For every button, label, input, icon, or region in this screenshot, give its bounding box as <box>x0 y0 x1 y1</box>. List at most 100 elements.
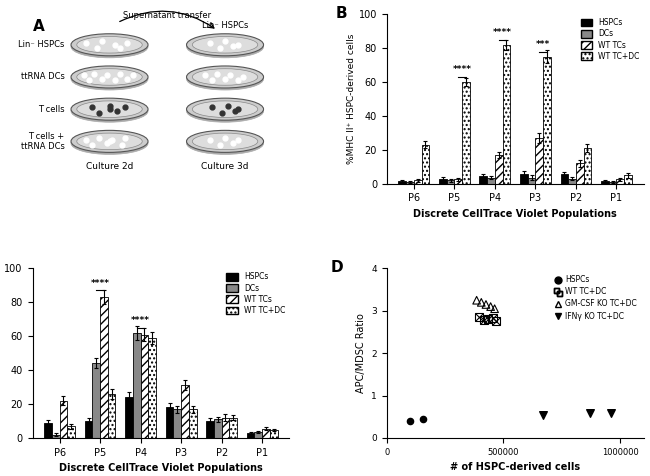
Bar <box>166 407 174 438</box>
Ellipse shape <box>192 101 258 118</box>
Text: Culture 2d: Culture 2d <box>86 162 133 171</box>
Text: ***: *** <box>536 40 550 49</box>
Ellipse shape <box>71 98 148 120</box>
Text: Supernatant transfer: Supernatant transfer <box>124 11 211 20</box>
Bar <box>488 178 495 184</box>
Legend: HSPCs, WT TC+DC, GM-CSF KO TC+DC, IFNγ KO TC+DC: HSPCs, WT TC+DC, GM-CSF KO TC+DC, IFNγ K… <box>551 272 640 324</box>
Ellipse shape <box>71 130 148 152</box>
Bar <box>422 145 429 184</box>
Text: Culture 3d: Culture 3d <box>202 162 249 171</box>
Bar <box>462 82 470 184</box>
Point <box>405 417 415 425</box>
Ellipse shape <box>192 69 258 85</box>
Bar <box>502 45 510 184</box>
Bar <box>262 428 270 438</box>
Legend: HSPCs, DCs, WT TCs, WT TC+DC: HSPCs, DCs, WT TCs, WT TC+DC <box>580 18 640 61</box>
Bar <box>60 401 67 438</box>
Text: ****: **** <box>493 28 512 37</box>
Bar <box>214 419 222 438</box>
Text: T cells: T cells <box>38 105 64 114</box>
X-axis label: Discrete CellTrace Violet Populations: Discrete CellTrace Violet Populations <box>59 463 263 473</box>
Point <box>606 409 616 416</box>
Point <box>418 415 428 423</box>
Bar <box>601 181 609 184</box>
Bar <box>414 180 422 184</box>
Bar <box>609 182 616 184</box>
Bar <box>67 426 75 438</box>
Y-axis label: %MHC II⁺ HSPC-derived cells: %MHC II⁺ HSPC-derived cells <box>347 34 356 164</box>
Ellipse shape <box>71 132 148 154</box>
Ellipse shape <box>71 68 148 90</box>
Bar <box>100 298 108 438</box>
Ellipse shape <box>77 133 142 149</box>
Text: Lin⁻ HSPCs: Lin⁻ HSPCs <box>202 20 248 30</box>
Bar <box>398 181 406 184</box>
Point <box>489 305 500 313</box>
Bar <box>528 178 536 184</box>
Ellipse shape <box>77 101 142 118</box>
Bar <box>140 335 148 438</box>
Point <box>538 411 549 418</box>
Bar <box>92 363 100 438</box>
X-axis label: Discrete CellTrace Violet Populations: Discrete CellTrace Violet Populations <box>413 209 617 219</box>
Ellipse shape <box>187 34 263 56</box>
Y-axis label: %CD11b⁺Ly-6G/6C⁺
HSPC-derived cells: %CD11b⁺Ly-6G/6C⁺ HSPC-derived cells <box>0 309 2 397</box>
Ellipse shape <box>192 37 258 53</box>
Bar <box>568 178 576 184</box>
Bar <box>536 138 543 184</box>
Bar <box>52 435 60 438</box>
Bar <box>206 421 214 438</box>
Ellipse shape <box>71 36 148 58</box>
X-axis label: # of HSPC-derived cells: # of HSPC-derived cells <box>450 462 580 472</box>
Bar <box>439 178 447 184</box>
Bar <box>616 179 624 184</box>
Ellipse shape <box>187 100 263 122</box>
Bar <box>125 397 133 438</box>
Text: ttRNA DCs: ttRNA DCs <box>21 72 64 81</box>
Legend: HSPCs, DCs, WT TCs, WT TC+DC: HSPCs, DCs, WT TCs, WT TC+DC <box>226 272 285 315</box>
Ellipse shape <box>187 130 263 152</box>
Bar <box>181 386 188 438</box>
Point <box>584 409 595 417</box>
Bar <box>108 394 116 438</box>
Ellipse shape <box>71 66 148 88</box>
Bar <box>229 417 237 438</box>
Text: D: D <box>330 260 343 275</box>
Ellipse shape <box>187 66 263 88</box>
Ellipse shape <box>192 133 258 149</box>
Bar <box>454 179 462 184</box>
Ellipse shape <box>187 132 263 154</box>
Text: T cells +
ttRNA DCs: T cells + ttRNA DCs <box>21 132 64 151</box>
Bar <box>447 180 454 184</box>
Y-axis label: APC/MDSC Ratio: APC/MDSC Ratio <box>356 313 366 393</box>
Ellipse shape <box>77 37 142 53</box>
Ellipse shape <box>71 100 148 122</box>
Ellipse shape <box>187 36 263 58</box>
Point <box>476 298 486 306</box>
Point <box>481 301 491 308</box>
Bar <box>188 409 196 438</box>
Ellipse shape <box>77 69 142 85</box>
Ellipse shape <box>187 98 263 120</box>
Bar <box>270 430 278 438</box>
Bar <box>148 338 156 438</box>
Text: ****: **** <box>131 316 150 325</box>
Bar <box>560 174 568 184</box>
Bar <box>576 163 584 184</box>
Bar <box>495 155 502 184</box>
Bar <box>584 148 592 184</box>
Bar <box>174 409 181 438</box>
Bar <box>543 57 551 184</box>
Text: ****: **** <box>452 65 471 74</box>
Bar <box>406 182 414 184</box>
Bar <box>222 417 229 438</box>
Text: Lin⁻ HSPCs: Lin⁻ HSPCs <box>18 40 64 50</box>
Ellipse shape <box>187 68 263 90</box>
Point <box>471 297 482 304</box>
Text: A: A <box>33 20 45 34</box>
Point <box>486 303 496 310</box>
Bar <box>133 333 140 438</box>
Bar <box>480 176 488 184</box>
Bar <box>520 174 528 184</box>
Ellipse shape <box>71 34 148 56</box>
